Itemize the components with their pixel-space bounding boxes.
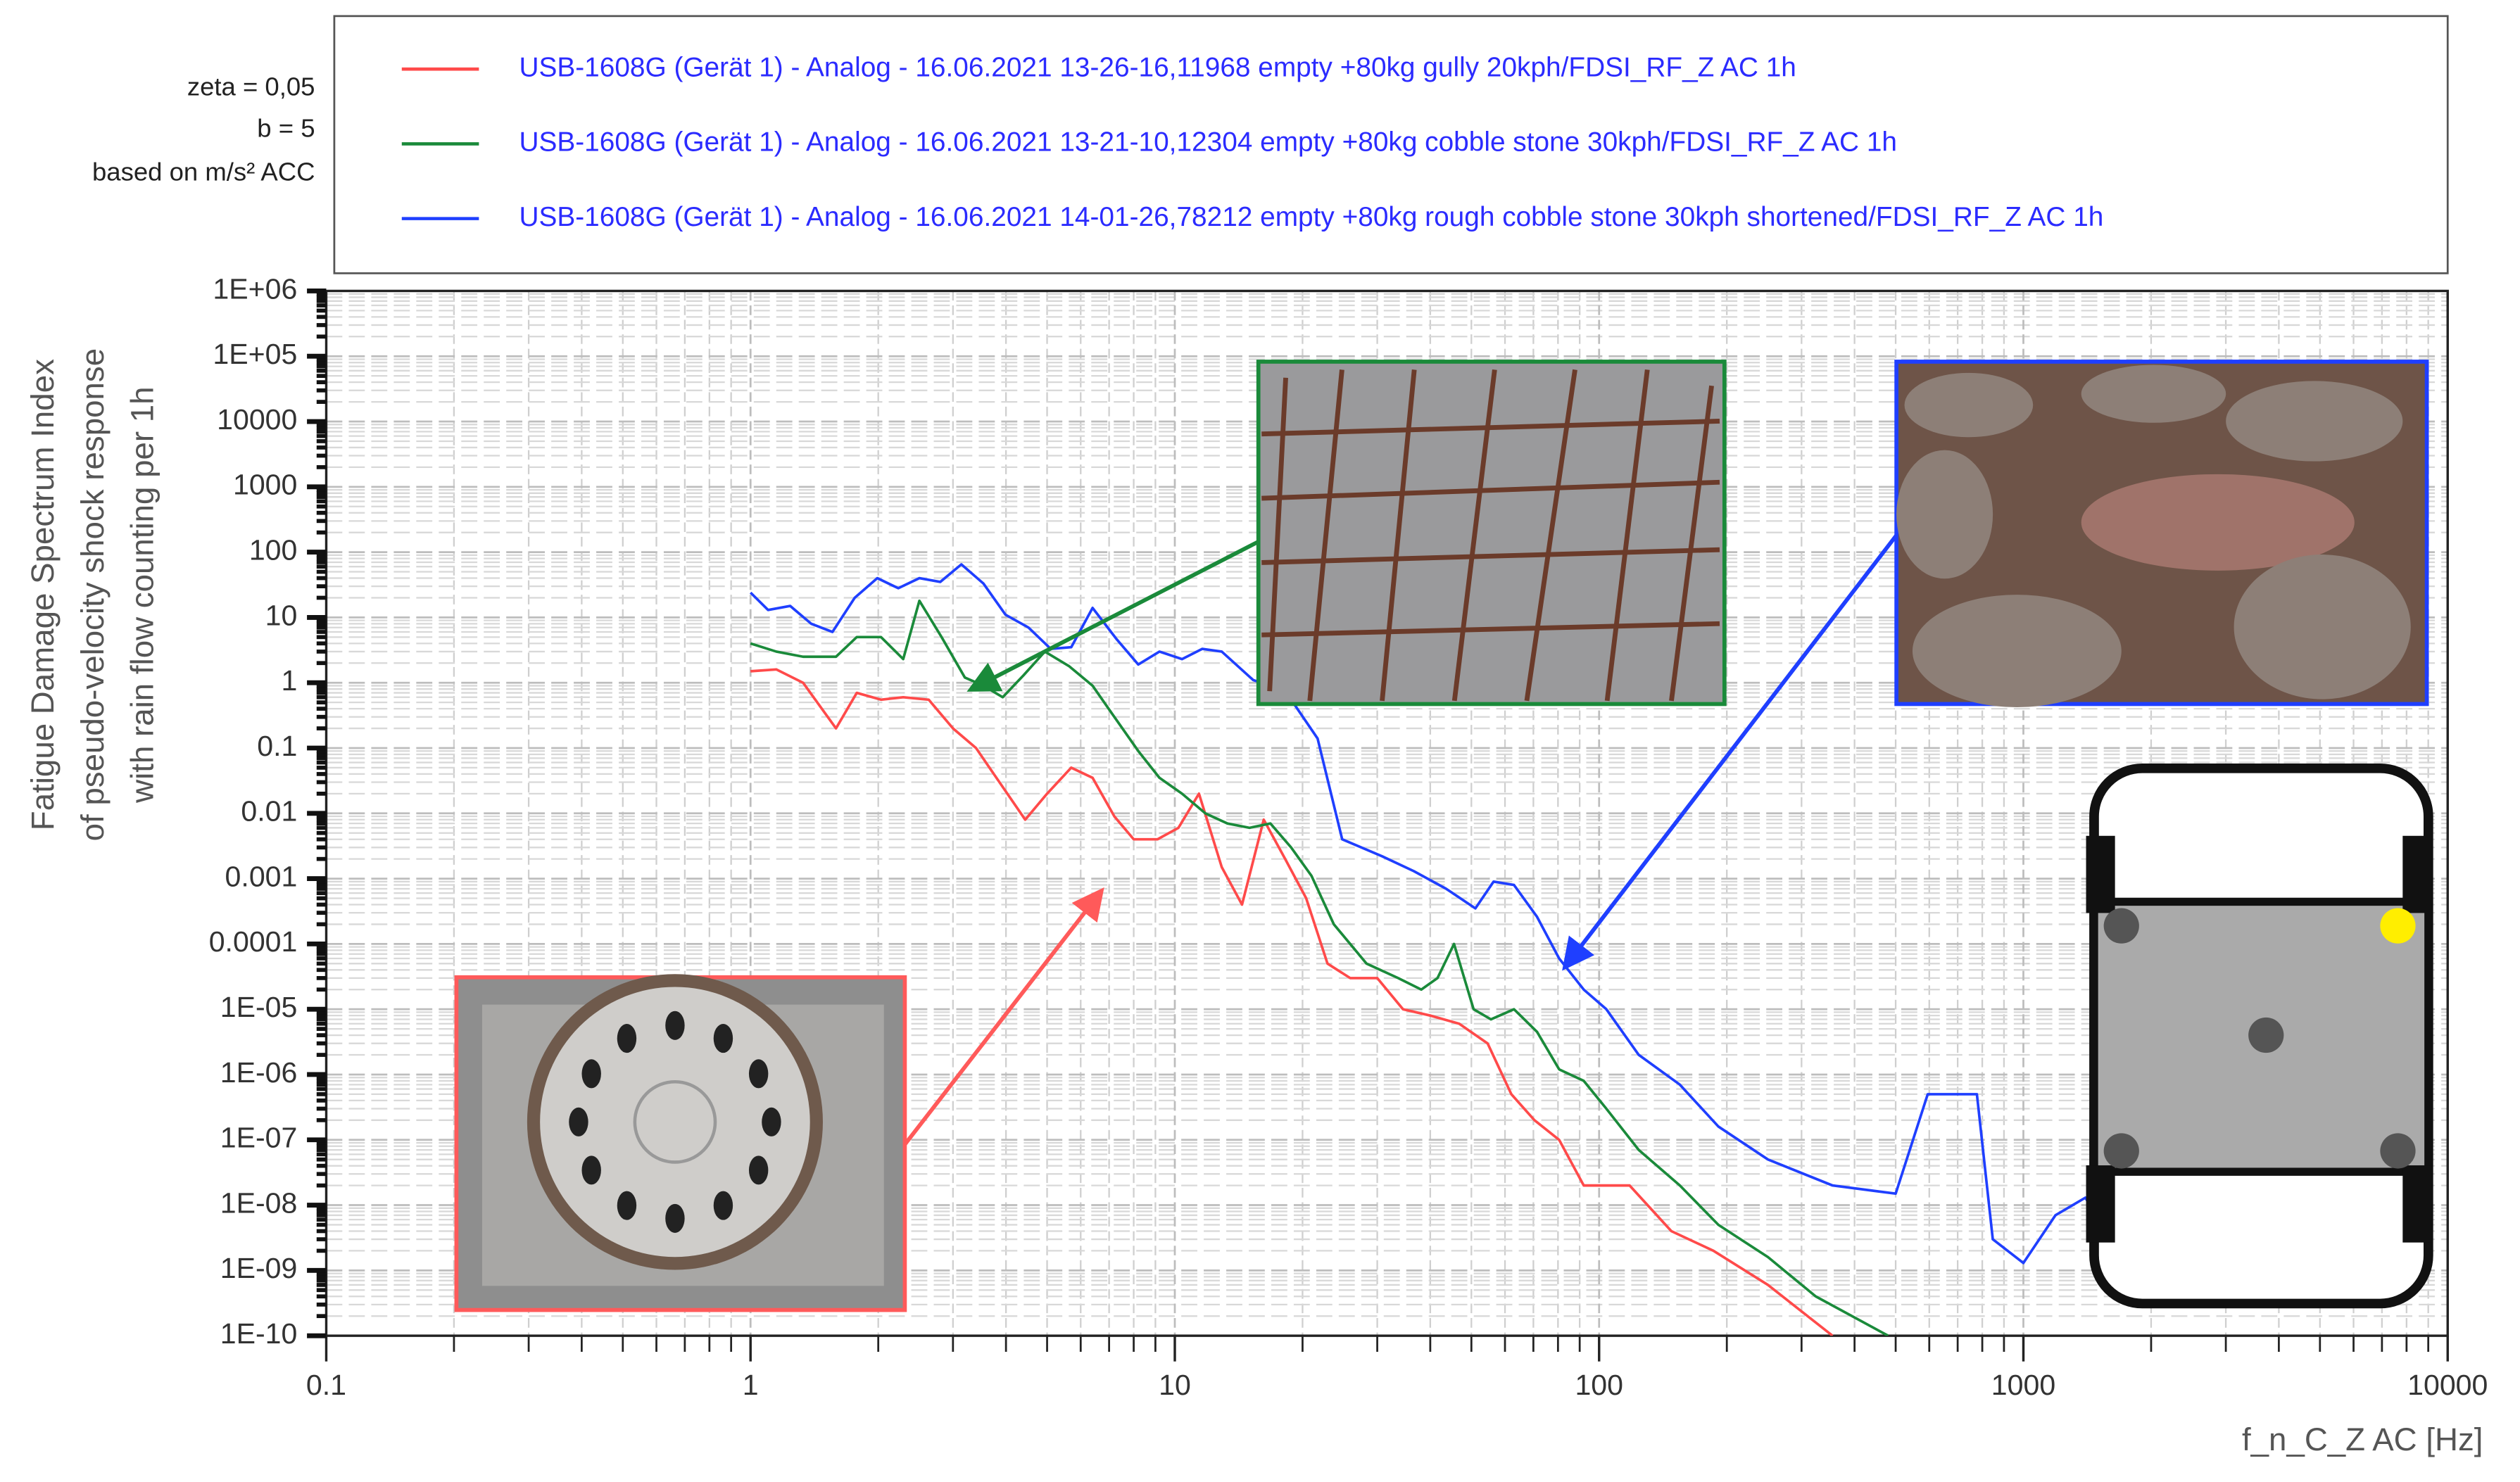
x-tick-label: 10000 bbox=[2407, 1369, 2488, 1401]
x-tick-label: 0.1 bbox=[306, 1369, 346, 1401]
legend: USB-1608G (Gerät 1) - Analog - 16.06.202… bbox=[401, 52, 2103, 232]
x-axis-label: f_n_C_Z AC [Hz] bbox=[2242, 1421, 2483, 1457]
y-tick-label: 1 bbox=[282, 664, 298, 697]
legend-label: USB-1608G (Gerät 1) - Analog - 16.06.202… bbox=[519, 202, 2103, 232]
x-tick-label: 1 bbox=[743, 1369, 759, 1401]
x-tick-label: 1000 bbox=[1991, 1369, 2055, 1401]
photo-cobble-stone bbox=[1256, 360, 1727, 707]
y-tick-label: 1000 bbox=[233, 469, 297, 501]
photo-gully bbox=[454, 974, 907, 1312]
y-tick-label: 1E+06 bbox=[213, 272, 297, 305]
y-tick-label: 0.01 bbox=[241, 795, 297, 828]
arrow bbox=[1562, 533, 1898, 971]
y-axis-label: with rain flow counting per 1h bbox=[125, 386, 160, 803]
arrow bbox=[966, 540, 1260, 692]
y-tick-label: 10000 bbox=[217, 403, 297, 436]
y-tick-label: 100 bbox=[249, 533, 298, 566]
y-tick-label: 1E-08 bbox=[220, 1186, 298, 1219]
annotation: zeta = 0,05 bbox=[187, 72, 315, 101]
y-tick-label: 1E+05 bbox=[213, 338, 297, 370]
y-tick-label: 1E-10 bbox=[220, 1317, 298, 1350]
series-line bbox=[750, 599, 1889, 1336]
lines bbox=[749, 563, 2138, 1336]
y-tick-label: 1E-05 bbox=[220, 991, 298, 1023]
y-tick-label: 0.0001 bbox=[209, 925, 298, 958]
legend-label: USB-1608G (Gerät 1) - Analog - 16.06.202… bbox=[519, 127, 1897, 158]
vehicle-diagram bbox=[2086, 763, 2433, 1309]
y-tick-label: 1E-09 bbox=[220, 1252, 298, 1284]
y-tick-label: 0.1 bbox=[257, 730, 297, 762]
y-axis-label: of pseudo-velocity shock response bbox=[75, 348, 111, 842]
photo-rough-cobble-stone bbox=[1894, 360, 2429, 708]
series-line bbox=[749, 563, 2138, 1272]
ticks: 0.1 1 10 100 1000 10000 1E-10 1E-09 1E-08 1E-07 1E… bbox=[209, 272, 2488, 1401]
annotation: based on m/s² ACC bbox=[92, 157, 315, 186]
legend-label: USB-1608G (Gerät 1) - Analog - 16.06.202… bbox=[519, 52, 1796, 82]
y-tick-label: 1E-07 bbox=[220, 1122, 298, 1154]
series-line bbox=[750, 668, 1834, 1336]
y-tick-label: 1E-06 bbox=[220, 1056, 298, 1089]
legend-box bbox=[333, 15, 2449, 274]
annotation: b = 5 bbox=[257, 114, 315, 143]
x-tick-label: 10 bbox=[1159, 1369, 1191, 1401]
arrow bbox=[903, 887, 1104, 1146]
y-tick-label: 10 bbox=[265, 599, 298, 631]
y-tick-label: 0.001 bbox=[225, 860, 298, 892]
y-axis-label: Fatigue Damage Spectrum Index bbox=[25, 359, 61, 830]
x-tick-label: 100 bbox=[1575, 1369, 1623, 1401]
